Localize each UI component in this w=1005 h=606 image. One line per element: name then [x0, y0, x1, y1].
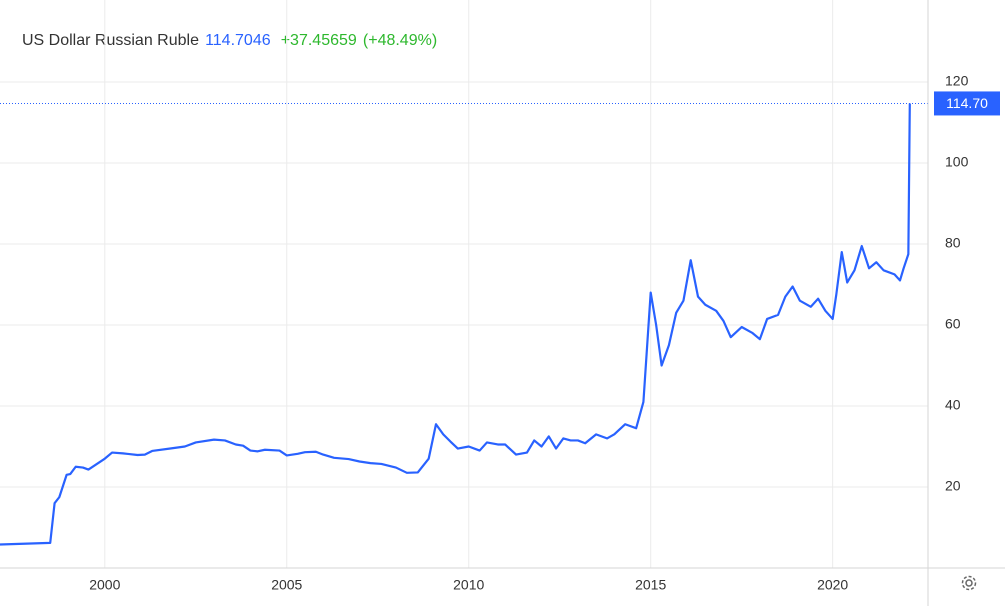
y-tick-label: 80: [945, 235, 961, 251]
change-percent: (+48.49%): [363, 32, 437, 49]
price-line: [0, 103, 911, 546]
y-tick-label: 40: [945, 397, 961, 413]
last-price-badge: [934, 91, 1000, 116]
y-tick-label: 120: [945, 73, 969, 89]
y-tick-label: 100: [945, 154, 969, 170]
price: 114.7046: [205, 32, 271, 49]
y-tick-label: 60: [945, 316, 961, 332]
x-tick-label: 2000: [89, 577, 120, 593]
chart-title: US Dollar Russian Ruble: [22, 32, 199, 49]
last-price-label: 114.70: [946, 95, 988, 111]
x-tick-label: 2015: [635, 577, 666, 593]
settings-icon[interactable]: [961, 575, 977, 591]
x-tick-label: 2005: [271, 577, 302, 593]
y-tick-label: 20: [945, 478, 961, 494]
x-tick-label: 2010: [453, 577, 484, 593]
x-tick-label: 2020: [817, 577, 848, 593]
change: +37.45659: [281, 32, 357, 49]
